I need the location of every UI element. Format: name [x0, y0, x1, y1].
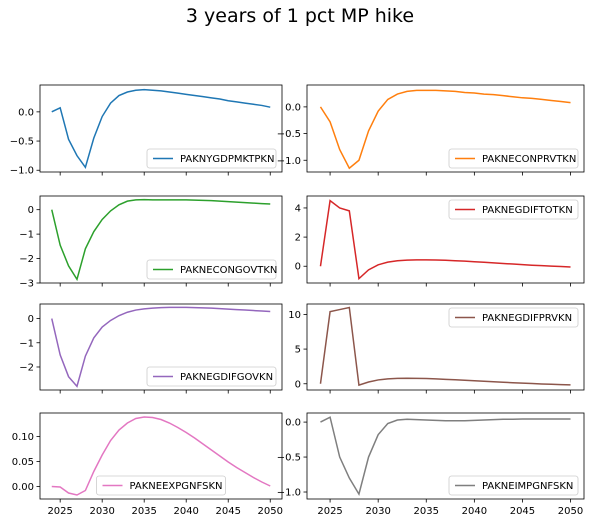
x-tick-label: 2030 [365, 506, 390, 517]
legend-label: PAKNYGDPMKTPKN [180, 154, 274, 165]
y-tick-label: −1.0 [277, 488, 301, 499]
x-tick-label: 2035 [131, 506, 156, 517]
y-tick-label: 0 [28, 205, 34, 216]
subplot-6: 0 5 10 PAKNEGDIFPRVKN [288, 304, 584, 394]
y-tick-label: −0.5 [277, 453, 301, 464]
y-tick-label: 4 [295, 203, 301, 214]
y-tick-label: −1 [19, 338, 34, 349]
legend: PAKNEIMPGNFSKN [449, 476, 578, 495]
legend-label: PAKNEGDIFPRVKN [482, 313, 572, 324]
y-tick-label: −0.5 [10, 137, 34, 148]
legend: PAKNEGDIFTOTKN [449, 200, 578, 219]
x-tick-label: 2045 [215, 506, 240, 517]
x-tick-label: 2045 [510, 506, 535, 517]
subplot-5: −2 −1 0 PAKNEGDIFGOVKN [19, 304, 282, 394]
x-tick-label: 2025 [47, 506, 72, 517]
legend: PAKNECONPRVTKN [449, 149, 578, 168]
legend-label: PAKNEEXPGNFSKN [130, 481, 223, 492]
y-tick-label: 0 [295, 379, 301, 390]
y-tick-label: 0.0 [285, 418, 301, 429]
x-tick-label: 2030 [89, 506, 114, 517]
x-tick-label: 2050 [258, 506, 283, 517]
legend-label: PAKNECONPRVTKN [482, 154, 576, 165]
y-tick-label: 0.05 [12, 457, 34, 468]
subplot-1: −1.0 −0.5 0.0 PAKNYGDPMKTPKN [10, 85, 282, 177]
y-tick-label: 0 [295, 262, 301, 273]
legend-label: PAKNEGDIFGOVKN [180, 372, 273, 383]
legend: PAKNEGDIFGOVKN [147, 367, 276, 386]
y-tick-label: 2 [295, 233, 301, 244]
y-tick-label: 0.0 [18, 107, 34, 118]
y-tick-label: −1.0 [277, 156, 301, 167]
y-tick-label: −3 [19, 279, 34, 290]
y-tick-label: 0.0 [285, 102, 301, 113]
y-tick-label: −0.5 [277, 129, 301, 140]
y-tick-label: −2 [19, 362, 34, 373]
legend-label: PAKNEIMPGNFSKN [482, 481, 573, 492]
y-tick-label: 10 [288, 310, 301, 321]
subplot-2: −1.0 −0.5 0.0 PAKNECONPRVTKN [277, 85, 584, 176]
y-tick-label: −1 [19, 230, 34, 241]
y-tick-label: −1.0 [10, 166, 34, 177]
legend: PAKNEGDIFPRVKN [449, 308, 578, 327]
y-tick-label: 0 [28, 314, 34, 325]
legend-label: PAKNEGDIFTOTKN [482, 205, 573, 216]
legend: PAKNEEXPGNFSKN [97, 476, 226, 495]
x-tick-label: 2050 [558, 506, 583, 517]
x-tick-label: 2040 [173, 506, 198, 517]
legend: PAKNECONGOVTKN [147, 260, 277, 279]
legend-label: PAKNECONGOVTKN [180, 265, 277, 276]
subplot-4: 0 2 4 PAKNEGDIFTOTKN [295, 196, 584, 287]
x-tick-label: 2040 [462, 506, 487, 517]
subplot-7: 2025 2030 2035 2040 2045 2050 0.00 0.05 0.10 PAKN… [12, 413, 283, 517]
y-tick-label: 0.10 [12, 432, 34, 443]
legend: PAKNYGDPMKTPKN [147, 149, 276, 168]
y-tick-label: 0.00 [12, 482, 34, 493]
y-tick-label: −2 [19, 254, 34, 265]
figure-title: 3 years of 1 pct MP hike [186, 5, 414, 27]
x-tick-label: 2025 [317, 506, 342, 517]
y-tick-label: 5 [295, 345, 301, 356]
subplot-8: 2025 2030 2035 2040 2045 2050 −1.0 −0.5 0.0 PAKNE… [277, 413, 584, 517]
subplot-3: −3 −2 −1 0 PAKNECONGOVTKN [19, 196, 282, 290]
x-tick-label: 2035 [414, 506, 439, 517]
